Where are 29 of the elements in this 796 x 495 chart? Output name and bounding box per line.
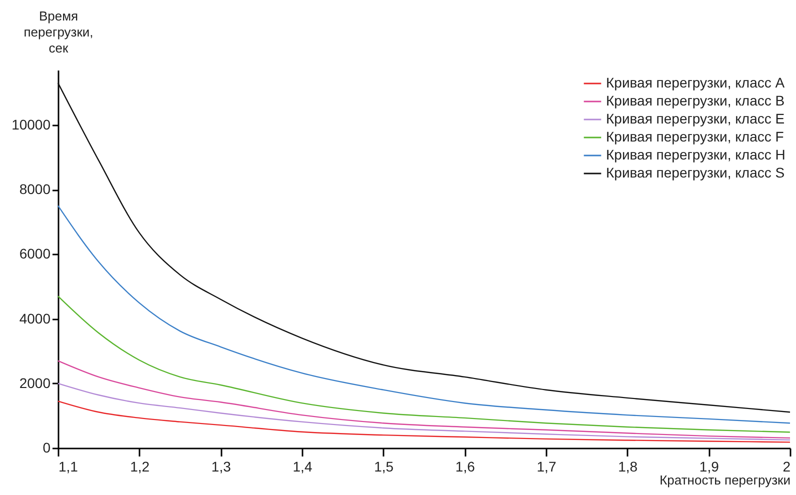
line-series xyxy=(57,296,791,433)
legend-label: Кривая перегрузки, класс H xyxy=(606,146,786,162)
line-series xyxy=(57,360,791,439)
x-tick-label: 1,6 xyxy=(455,458,476,474)
y-tick-label: 6000 xyxy=(19,246,51,262)
x-tick-label: 1,5 xyxy=(374,458,394,474)
x-tick-label: 1,7 xyxy=(536,458,556,474)
legend-label: Кривая перегрузки, класс B xyxy=(606,92,785,108)
line-series xyxy=(57,400,791,443)
legend-label: Кривая перегрузки, класс F xyxy=(606,128,784,144)
line-series xyxy=(57,382,791,441)
x-tick-label: 1,8 xyxy=(618,458,638,474)
x-tick-label: 1,2 xyxy=(130,458,150,474)
y-axis-title: Время перегрузки, сек xyxy=(24,8,94,56)
x-tick-label: 1,3 xyxy=(211,458,232,474)
x-tick-label: 1,9 xyxy=(699,458,720,474)
x-tick-label: 1,1 xyxy=(58,458,78,474)
legend-label: Кривая перегрузки, класс A xyxy=(606,74,786,90)
y-tick-label: 10000 xyxy=(12,116,51,132)
x-axis-title: Кратность перегрузки xyxy=(660,472,790,488)
x-tick-label: 2 xyxy=(782,458,791,474)
legend-label: Кривая перегрузки, класс S xyxy=(606,164,785,180)
y-tick-label: 0 xyxy=(42,440,51,456)
y-tick-label: 8000 xyxy=(19,181,51,198)
line-series xyxy=(57,205,791,424)
x-tick-label: 1,4 xyxy=(292,458,312,474)
y-tick-label: 2000 xyxy=(19,374,51,391)
y-tick-label: 4000 xyxy=(19,310,51,326)
legend-label: Кривая перегрузки, класс E xyxy=(606,110,785,126)
